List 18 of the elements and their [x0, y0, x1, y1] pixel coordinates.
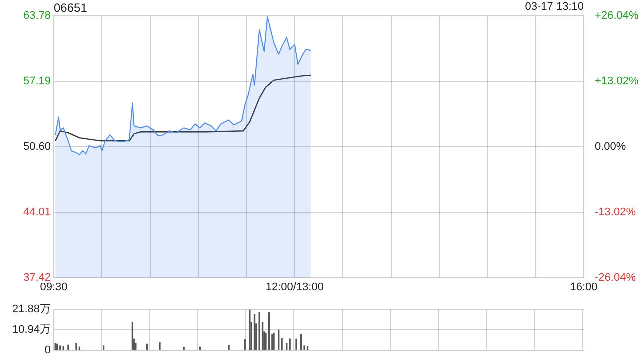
chart-title: 06651: [54, 1, 88, 15]
x-tick-label: 09:30: [40, 282, 68, 294]
y-tick-label: 50.60: [23, 141, 51, 154]
y-tick-label: 63.78: [23, 10, 51, 22]
y2-tick-label: +13.02%: [595, 76, 639, 88]
y-tick-label: 44.01: [23, 206, 51, 219]
y2-tick-label: -13.02%: [595, 206, 636, 219]
y-tick-label: 37.42: [23, 272, 51, 284]
y-tick-label: 10.94万: [12, 324, 51, 336]
y-tick-label: 21.88万: [12, 304, 51, 316]
y2-tick-label: +26.04%: [595, 10, 639, 22]
y-tick-label: 57.19: [23, 76, 51, 88]
y2-tick-label: 0.00%: [595, 141, 626, 154]
y-tick-label: 0: [44, 344, 51, 356]
y2-tick-label: -26.04%: [595, 272, 636, 284]
text: 03-17 13:10: [525, 1, 584, 13]
x-tick-label: 12:00/13:00: [266, 282, 324, 294]
x-tick-label: 16:00: [570, 282, 598, 294]
